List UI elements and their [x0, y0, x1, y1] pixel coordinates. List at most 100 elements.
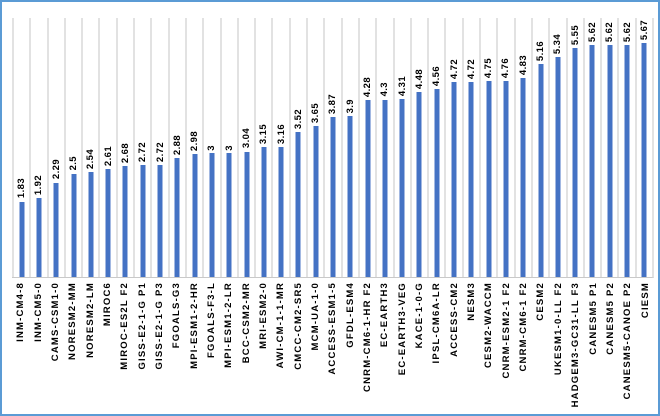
category-cell: GFDL-ESM4 — [342, 278, 359, 414]
bar — [538, 64, 544, 277]
bar-value-label: 2.88 — [171, 135, 183, 156]
bar-column: 4.3 — [375, 18, 392, 277]
category-cell: EC-EARTH3-VEG — [394, 278, 411, 414]
bar-column: 5.34 — [548, 18, 565, 277]
category-label: GISS-E2-1-G P1 — [136, 282, 148, 370]
bar-value-label: 4.3 — [379, 82, 391, 97]
bar — [140, 164, 146, 277]
category-label: GFDL-ESM4 — [344, 282, 356, 348]
bar-column: 4.72 — [444, 18, 461, 277]
bar-column: 2.54 — [81, 18, 98, 277]
bar — [641, 43, 647, 277]
category-label: INM-CM4-8 — [15, 282, 27, 342]
category-cell: CANESM5 P2 — [602, 278, 619, 414]
category-cell: MIROC-ES2L F2 — [116, 278, 133, 414]
bar-column: 5.62 — [600, 18, 617, 277]
bar-value-label: 1.83 — [16, 178, 28, 199]
bar — [174, 158, 180, 277]
category-cell: NORESM2-MM — [64, 278, 81, 414]
category-label: ACCESS-ESM1-5 — [327, 282, 339, 375]
category-cell: GISS-E2-1-G P1 — [133, 278, 150, 414]
bar — [382, 99, 388, 277]
bar — [399, 99, 405, 277]
category-label: CANESM5-CANOE P2 — [622, 282, 634, 400]
category-label: EC-EARTH3-VEG — [396, 282, 408, 376]
category-label: BCC-CSM2-MR — [240, 282, 252, 364]
bar — [330, 117, 336, 277]
bar-column: 5.67 — [634, 18, 652, 277]
bar-column: 2.88 — [167, 18, 185, 277]
category-cell: CANESM5-CANOE P2 — [619, 278, 636, 414]
bar-value-label: 2.72 — [154, 141, 166, 162]
bar-value-label: 4.72 — [448, 59, 460, 80]
bar-column: 2.98 — [184, 18, 202, 277]
bar — [71, 173, 77, 277]
bar-value-label: 4.83 — [517, 54, 529, 75]
bar-value-label: 4.76 — [500, 57, 512, 78]
category-cell: EC-EARTH3 — [376, 278, 393, 414]
category-label: MPI-ESM1-2-LR — [223, 282, 235, 368]
bar-value-label: 4.28 — [362, 77, 374, 98]
category-label: FGOALS-F3-L — [205, 282, 217, 358]
category-cell: CNRM-ESM2-1 F2 — [498, 278, 515, 414]
bar-column: 4.75 — [479, 18, 496, 277]
bar-column: 5.62 — [582, 18, 600, 277]
category-label: HADGEM3-GC31-LL F3 — [570, 282, 582, 408]
bar-column: 3 — [219, 18, 237, 277]
bar-value-label: 4.56 — [431, 65, 443, 86]
bar-column: 5.16 — [530, 18, 548, 277]
category-cell: CNRM-CM6-1 F2 — [515, 278, 532, 414]
category-label: CNRM-CM6-1 F2 — [518, 282, 530, 372]
bar-value-label: 2.98 — [189, 130, 201, 151]
category-label: INM-CM5-0 — [32, 282, 44, 342]
category-label: CIESM — [639, 282, 651, 319]
category-cell: CNRM-CM6-1-HR F2 — [359, 278, 376, 414]
bar-column: 3.15 — [254, 18, 271, 277]
bar — [261, 147, 267, 277]
bar-column: 3.04 — [236, 18, 254, 277]
category-label: CESM2 — [535, 282, 547, 321]
category-cell: CAMS-CSM1-0 — [47, 278, 64, 414]
category-label: FGOALS-G3 — [171, 282, 183, 349]
category-cell: ACCESS-ESM1-5 — [324, 278, 341, 414]
category-label: ACCESS-CM2 — [448, 282, 460, 357]
category-cell: CMCC-CM2-SR5 — [290, 278, 307, 414]
bar-column: 2.72 — [133, 18, 150, 277]
category-label: CANESM5 P1 — [587, 282, 599, 355]
bar — [105, 169, 111, 277]
bar-column: 4.72 — [461, 18, 479, 277]
category-cell: KACE-1-0-G — [411, 278, 428, 414]
category-cell: CANESM5 P1 — [584, 278, 601, 414]
category-label: MPI-ESM1-2-HR — [188, 282, 200, 369]
category-label: NORESM2-MM — [67, 282, 79, 360]
bar-column: 2.29 — [46, 18, 64, 277]
category-cell: NORESM2-LM — [81, 278, 98, 414]
bar — [157, 164, 163, 277]
category-label: MIROC6 — [101, 282, 113, 327]
bar-value-label: 4.72 — [465, 59, 477, 80]
bar-value-label: 2.29 — [50, 159, 62, 180]
bar-value-label: 3.52 — [292, 108, 304, 129]
bar — [589, 45, 595, 277]
bar-value-label: 5.16 — [535, 40, 547, 61]
category-label: NORESM2-LM — [84, 282, 96, 358]
bar — [486, 81, 492, 277]
category-cell: IPSL-CM6A-LR — [428, 278, 445, 414]
bar — [520, 77, 526, 277]
bar-column: 4.28 — [357, 18, 375, 277]
category-label: GISS-E2-1-G P3 — [153, 282, 165, 370]
bar — [365, 100, 371, 277]
bar — [192, 154, 198, 277]
category-label: KACE-1-0-G — [414, 282, 426, 349]
plot-area: 1.83 1.92 2.29 2.5 2.54 2.61 2.68 2.72 2.72 2.88 2… — [12, 18, 654, 278]
bar-column: 4.56 — [427, 18, 444, 277]
bar-column: 3 — [202, 18, 219, 277]
category-cell: MIROC6 — [99, 278, 116, 414]
category-cell: CIESM — [636, 278, 653, 414]
bar-column: 3.52 — [288, 18, 306, 277]
bar-value-label: 1.92 — [33, 174, 45, 195]
bar-value-label: 3.16 — [275, 123, 287, 144]
category-cell: UKESM1-0-LL F2 — [550, 278, 567, 414]
category-label: CAMS-CSM1-0 — [49, 282, 61, 362]
